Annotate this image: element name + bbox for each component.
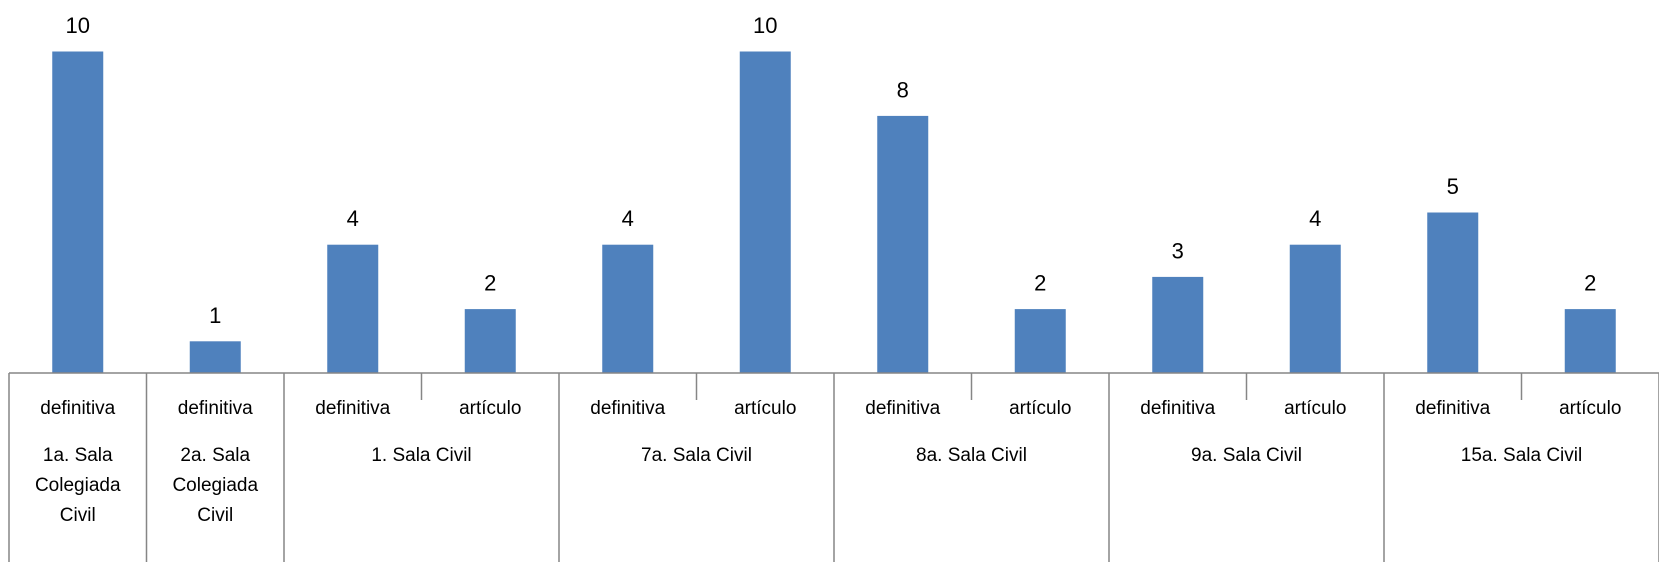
data-label-1-0: 1 bbox=[209, 303, 221, 328]
bar-1-0 bbox=[188, 340, 242, 374]
category-label-2-1: artículo bbox=[459, 398, 521, 419]
bar-5-1 bbox=[1288, 243, 1342, 374]
category-label-1-0: definitiva bbox=[178, 398, 253, 419]
group-label-2-0: 1. Sala Civil bbox=[371, 445, 471, 466]
category-label-6-1: artículo bbox=[1559, 398, 1621, 419]
category-label-4-1: artículo bbox=[1009, 398, 1071, 419]
data-label-6-1: 2 bbox=[1584, 271, 1596, 296]
group-label-6-0: 15a. Sala Civil bbox=[1461, 445, 1582, 466]
group-label-0-1: Colegiada bbox=[35, 475, 121, 496]
group-label-4-0: 8a. Sala Civil bbox=[916, 445, 1027, 466]
category-label-3-1: artículo bbox=[734, 398, 796, 419]
bar-5-0 bbox=[1151, 275, 1205, 374]
category-label-5-1: artículo bbox=[1284, 398, 1346, 419]
group-label-0-0: 1a. Sala bbox=[43, 445, 113, 466]
data-label-4-1: 2 bbox=[1034, 271, 1046, 296]
group-label-1-2: Civil bbox=[197, 505, 233, 526]
data-labels-layer: 10 1 4 2 4 10 8 2 3 4 5 2 bbox=[66, 13, 1597, 328]
bar-2-1 bbox=[463, 308, 517, 374]
data-label-5-0: 3 bbox=[1172, 238, 1184, 263]
data-label-4-0: 8 bbox=[897, 77, 909, 102]
bar-3-1 bbox=[738, 50, 792, 374]
data-label-3-0: 4 bbox=[622, 206, 634, 231]
data-label-2-1: 2 bbox=[484, 271, 496, 296]
category-label-5-0: definitiva bbox=[1140, 398, 1215, 419]
bar-4-0 bbox=[876, 114, 930, 374]
group-label-1-1: Colegiada bbox=[172, 475, 258, 496]
category-label-2-0: definitiva bbox=[315, 398, 390, 419]
category-label-4-0: definitiva bbox=[865, 398, 940, 419]
category-label-3-0: definitiva bbox=[590, 398, 665, 419]
bar-6-0 bbox=[1426, 211, 1480, 374]
bar-4-1 bbox=[1013, 308, 1067, 374]
data-label-0-0: 10 bbox=[66, 13, 90, 38]
group-label-0-2: Civil bbox=[60, 505, 96, 526]
category-label-6-0: definitiva bbox=[1415, 398, 1490, 419]
category-label-0-0: definitiva bbox=[40, 398, 115, 419]
group-label-5-0: 9a. Sala Civil bbox=[1191, 445, 1302, 466]
bar-6-1 bbox=[1563, 308, 1617, 374]
bar-3-0 bbox=[601, 243, 655, 374]
group-label-3-0: 7a. Sala Civil bbox=[641, 445, 752, 466]
data-label-2-0: 4 bbox=[347, 206, 359, 231]
bar-2-0 bbox=[326, 243, 380, 374]
bar-0-0 bbox=[51, 50, 105, 374]
data-label-6-0: 5 bbox=[1447, 174, 1459, 199]
category-axis: definitiva 1a. Sala Colegiada Civil definiti… bbox=[8, 372, 1659, 562]
bars-layer bbox=[51, 50, 1617, 374]
data-label-5-1: 4 bbox=[1309, 206, 1321, 231]
data-label-3-1: 10 bbox=[753, 13, 777, 38]
group-label-1-0: 2a. Sala bbox=[180, 445, 250, 466]
